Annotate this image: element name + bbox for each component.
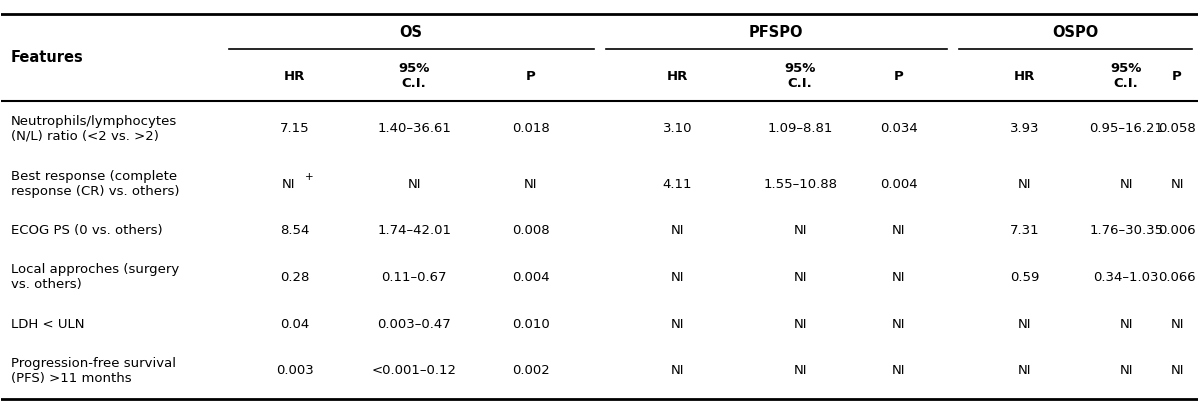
Text: 0.003–0.47: 0.003–0.47 <box>377 318 451 330</box>
Text: NI: NI <box>1119 364 1133 377</box>
Text: NI: NI <box>1171 318 1184 330</box>
Text: +: + <box>304 172 314 182</box>
Text: NI: NI <box>1171 364 1184 377</box>
Text: 95%
C.I.: 95% C.I. <box>785 62 816 91</box>
Text: 0.34–1.03: 0.34–1.03 <box>1094 271 1159 284</box>
Text: OSPO: OSPO <box>1052 25 1099 40</box>
Text: 1.76–30.35: 1.76–30.35 <box>1089 224 1164 237</box>
Text: NI: NI <box>524 177 537 191</box>
Text: 1.40–36.61: 1.40–36.61 <box>377 122 451 135</box>
Text: 0.004: 0.004 <box>880 177 917 191</box>
Text: NI: NI <box>1018 177 1031 191</box>
Text: 1.09–8.81: 1.09–8.81 <box>767 122 833 135</box>
Text: 0.002: 0.002 <box>512 364 549 377</box>
Text: NI: NI <box>671 364 684 377</box>
Text: P: P <box>1172 70 1182 83</box>
Text: NI: NI <box>671 224 684 237</box>
Text: 95%
C.I.: 95% C.I. <box>1111 62 1142 91</box>
Text: 4.11: 4.11 <box>662 177 692 191</box>
Text: NI: NI <box>1171 177 1184 191</box>
Text: Best response (complete
response (CR) vs. others): Best response (complete response (CR) vs… <box>11 170 179 198</box>
Text: ECOG PS (0 vs. others): ECOG PS (0 vs. others) <box>11 224 162 237</box>
Text: 0.04: 0.04 <box>280 318 309 330</box>
Text: NI: NI <box>793 224 807 237</box>
Text: NI: NI <box>1018 318 1031 330</box>
Text: 95%
C.I.: 95% C.I. <box>399 62 430 91</box>
Text: NI: NI <box>892 271 905 284</box>
Text: 7.31: 7.31 <box>1010 224 1040 237</box>
Text: <0.001–0.12: <0.001–0.12 <box>371 364 457 377</box>
Text: 0.95–16.21: 0.95–16.21 <box>1089 122 1164 135</box>
Text: LDH < ULN: LDH < ULN <box>11 318 84 330</box>
Text: 0.003: 0.003 <box>275 364 314 377</box>
Text: 0.034: 0.034 <box>880 122 918 135</box>
Text: P: P <box>526 70 536 83</box>
Text: NI: NI <box>793 271 807 284</box>
Text: Neutrophils/lymphocytes
(N/L) ratio (<2 vs. >2): Neutrophils/lymphocytes (N/L) ratio (<2 … <box>11 115 177 143</box>
Text: NI: NI <box>892 318 905 330</box>
Text: 8.54: 8.54 <box>280 224 309 237</box>
Text: 1.55–10.88: 1.55–10.88 <box>763 177 837 191</box>
Text: NI: NI <box>407 177 421 191</box>
Text: NI: NI <box>671 318 684 330</box>
Text: 0.004: 0.004 <box>512 271 549 284</box>
Text: 3.10: 3.10 <box>662 122 692 135</box>
Text: NI: NI <box>1119 318 1133 330</box>
Text: 0.058: 0.058 <box>1159 122 1196 135</box>
Text: 0.59: 0.59 <box>1010 271 1040 284</box>
Text: Progression-free survival
(PFS) >11 months: Progression-free survival (PFS) >11 mont… <box>11 357 175 385</box>
Text: 7.15: 7.15 <box>280 122 309 135</box>
Text: NI: NI <box>671 271 684 284</box>
Text: NI: NI <box>892 364 905 377</box>
Text: HR: HR <box>1013 70 1035 83</box>
Text: PFSPO: PFSPO <box>749 25 803 40</box>
Text: OS: OS <box>400 25 423 40</box>
Text: HR: HR <box>284 70 305 83</box>
Text: NI: NI <box>1018 364 1031 377</box>
Text: 0.006: 0.006 <box>1159 224 1196 237</box>
Text: NI: NI <box>892 224 905 237</box>
Text: NI: NI <box>281 177 296 191</box>
Text: HR: HR <box>667 70 689 83</box>
Text: 3.93: 3.93 <box>1010 122 1040 135</box>
Text: P: P <box>894 70 904 83</box>
Text: 1.74–42.01: 1.74–42.01 <box>377 224 451 237</box>
Text: Local approches (surgery
vs. others): Local approches (surgery vs. others) <box>11 264 179 291</box>
Text: 0.008: 0.008 <box>512 224 549 237</box>
Text: Features: Features <box>11 50 84 65</box>
Text: 0.066: 0.066 <box>1159 271 1196 284</box>
Text: NI: NI <box>1119 177 1133 191</box>
Text: 0.018: 0.018 <box>512 122 549 135</box>
Text: 0.010: 0.010 <box>512 318 549 330</box>
Text: NI: NI <box>793 318 807 330</box>
Text: 0.11–0.67: 0.11–0.67 <box>381 271 447 284</box>
Text: 0.28: 0.28 <box>280 271 309 284</box>
Text: NI: NI <box>793 364 807 377</box>
